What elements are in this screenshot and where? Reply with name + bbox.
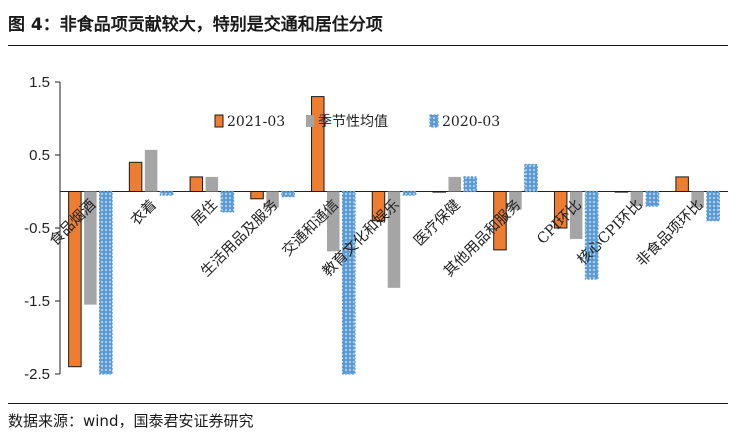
bar-2020-03-衣着 bbox=[159, 190, 174, 196]
y-tick-label: -2.5 bbox=[24, 366, 50, 383]
bar-季节性均值-CPI环比 bbox=[569, 191, 583, 239]
bar-2021-03-交通和通信 bbox=[311, 96, 325, 192]
y-tick-label: -1.5 bbox=[24, 293, 50, 310]
bar-2020-03-教育文化和娱乐 bbox=[402, 190, 417, 196]
bar-2021-03-非食品项环比 bbox=[675, 176, 689, 192]
bar-2020-03-核心CPI环比 bbox=[645, 190, 660, 207]
bar-2020-03-生活用品及服务 bbox=[281, 190, 295, 198]
bar-季节性均值-食品烟酒 bbox=[84, 191, 97, 305]
bar-2020-03-居住 bbox=[220, 190, 235, 213]
bar-2021-03-其他用品和服务 bbox=[493, 191, 507, 251]
category-label: 医疗保健 bbox=[411, 196, 464, 249]
top-rule bbox=[8, 45, 728, 46]
bar-2021-03-CPI环比 bbox=[553, 191, 568, 229]
bar-2021-03-核心CPI环比 bbox=[614, 191, 629, 193]
category-label: 居住 bbox=[188, 196, 221, 229]
bar-季节性均值-生活用品及服务 bbox=[266, 191, 279, 208]
bar-2020-03-食品烟酒 bbox=[99, 190, 113, 375]
legend-label-1: 季节性均值 bbox=[318, 114, 388, 130]
bar-季节性均值-核心CPI环比 bbox=[630, 191, 644, 207]
category-label: 衣着 bbox=[127, 196, 160, 229]
bar-2021-03-教育文化和娱乐 bbox=[371, 191, 386, 222]
legend-swatch-1 bbox=[306, 115, 314, 127]
y-tick-label: 1.5 bbox=[29, 74, 50, 91]
legend-swatch-0 bbox=[214, 114, 224, 128]
bar-2021-03-生活用品及服务 bbox=[250, 191, 264, 200]
bar-季节性均值-非食品项环比 bbox=[691, 191, 704, 208]
bar-季节性均值-衣着 bbox=[144, 149, 158, 192]
bars bbox=[68, 96, 720, 375]
bar-季节性均值-医疗保健 bbox=[448, 176, 461, 192]
bar-2021-03-医疗保健 bbox=[432, 191, 446, 193]
bar-2020-03-CPI环比 bbox=[584, 190, 599, 280]
legend-swatch-2 bbox=[429, 114, 439, 128]
y-tick-label: -0.5 bbox=[24, 220, 50, 237]
legend-label-2: 2020-03 bbox=[442, 114, 500, 130]
bar-2020-03-医疗保健 bbox=[463, 176, 478, 193]
source-note: 数据来源：wind，国泰君安证券研究 bbox=[8, 412, 254, 430]
bar-2020-03-其他用品和服务 bbox=[524, 163, 538, 193]
legend: 2021-03 季节性均值 2020-03 bbox=[214, 114, 500, 130]
y-tick-label: 0.5 bbox=[29, 147, 50, 164]
bar-2020-03-非食品项环比 bbox=[706, 190, 720, 222]
bar-2020-03-交通和通信 bbox=[341, 190, 356, 375]
bar-季节性均值-教育文化和娱乐 bbox=[387, 191, 401, 288]
bar-2021-03-衣着 bbox=[128, 161, 143, 193]
bottom-rule bbox=[8, 403, 728, 404]
bar-季节性均值-交通和通信 bbox=[327, 191, 340, 252]
bar-2021-03-居住 bbox=[189, 176, 204, 192]
bar-2021-03-食品烟酒 bbox=[68, 191, 82, 368]
figure-title: 图 4：非食品项贡献较大，特别是交通和居住分项 bbox=[8, 15, 383, 35]
bar-季节性均值-居住 bbox=[205, 176, 219, 192]
bar-季节性均值-其他用品和服务 bbox=[509, 191, 522, 210]
legend-label-0: 2021-03 bbox=[227, 114, 285, 130]
